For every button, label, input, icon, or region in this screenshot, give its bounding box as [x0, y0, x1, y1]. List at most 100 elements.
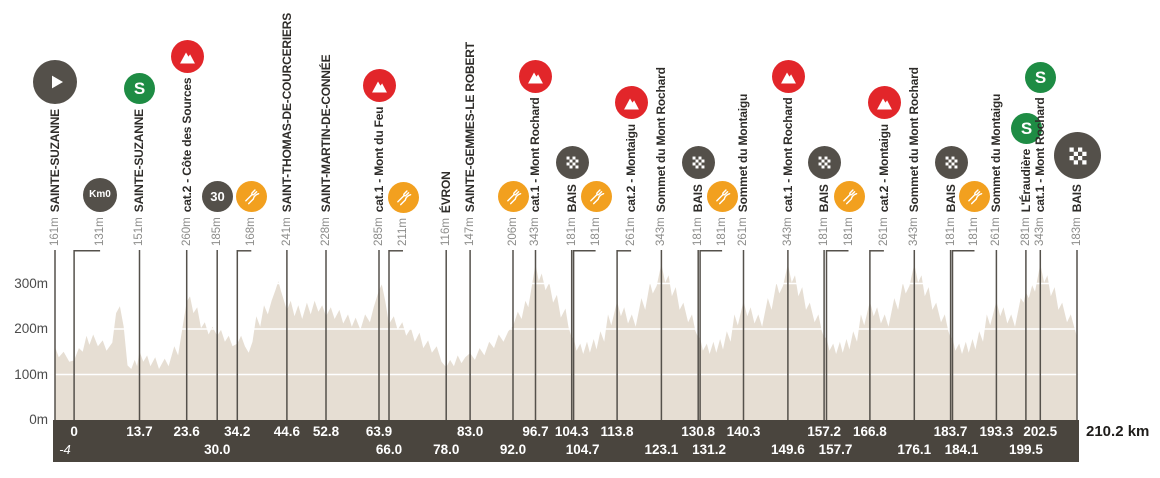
waypoint-column: 181m BAIS	[934, 146, 968, 246]
km-distance-value: 149.6	[770, 442, 805, 457]
km-distance-value: 66.0	[375, 442, 403, 457]
waypoint-elevation: 181m	[818, 217, 831, 246]
icon-text: 30	[209, 189, 225, 205]
waypoint-name: SAINT-MARTIN-DE-CONNÉE	[319, 54, 333, 213]
km-distance-value: 130.8	[681, 424, 716, 439]
waypoint-column: 285m cat.1 - Mont du Feu	[362, 68, 396, 246]
waypoint-elevation: 261m	[877, 217, 890, 246]
waypoint-name: cat.1 - Mont Rochard	[1033, 97, 1048, 213]
elevation-area	[55, 263, 1077, 420]
waypoint-name: Sommet du Montaigu	[736, 93, 751, 213]
waypoint-column: 181m BAIS	[555, 146, 589, 246]
km-distance-value: 202.5	[1023, 424, 1058, 439]
waypoint-column: 147m SAINTE-GEMMES-LE ROBERT	[462, 42, 478, 246]
km-distance-value: 184.1	[944, 442, 979, 457]
waypoint-name: cat.1 - Mont Rochard	[780, 97, 795, 213]
waypoint-name: cat.1 - Mont du Feu	[371, 106, 386, 213]
waypoint-elevation: 181m	[968, 217, 981, 246]
km-distance-value: 140.3	[726, 424, 761, 439]
waypoint-column: 181m	[580, 181, 612, 246]
waypoint-name: SAINTE-GEMMES-LE ROBERT	[463, 42, 478, 213]
checker-icon	[681, 146, 715, 180]
waypoint-elevation: 343m	[655, 217, 668, 246]
km-distance-value: 30.0	[204, 442, 231, 457]
waypoint-elevation: 261m	[990, 217, 1003, 246]
waypoint-elevation: 181m	[692, 217, 705, 246]
waypoint-elevation: 261m	[625, 217, 638, 246]
waypoint-elevation: 285m	[372, 217, 385, 246]
waypoint-elevation: 151m	[133, 217, 146, 246]
y-axis-label: 100m	[14, 366, 48, 382]
waypoint-column: 241m SAINT-THOMAS-DE-COURCERIERS	[279, 13, 295, 246]
waypoint-name: cat.2 - Montaigu	[876, 124, 891, 213]
waypoint-column: 151m SAINTE-SUZANNE S	[123, 73, 155, 246]
waypoint-column: 181m	[706, 181, 738, 246]
icon-text: S	[133, 79, 146, 99]
waypoint-elevation: 181m	[842, 217, 855, 246]
km-distance-value: 96.7	[522, 424, 549, 439]
waypoint-column: 261m Sommet du Montaigu	[735, 94, 751, 246]
waypoint-column: 343m cat.1 - Mont Rochard	[518, 59, 552, 246]
waypoint-name: cat.1 - Mont Rochard	[528, 97, 543, 213]
feed-icon	[958, 181, 990, 213]
sprint-icon: S	[1024, 61, 1056, 93]
waypoint-column: 181m	[958, 181, 990, 246]
km-distance-value: 34.2	[224, 424, 251, 439]
waypoint-name: BAIS	[1070, 184, 1084, 213]
km-distance-value: 104.3	[554, 424, 589, 439]
sprint-icon: S	[123, 73, 155, 105]
km-distance-value: 157.7	[818, 442, 853, 457]
waypoint-elevation: 343m	[529, 217, 542, 246]
waypoint-column: 261m cat.2 - Montaigu	[867, 86, 901, 246]
waypoint-elevation: 183m	[1071, 217, 1083, 246]
waypoint-elevation: 161m	[49, 217, 61, 246]
waypoint-name: Sommet du Mont Rochard	[654, 67, 669, 213]
climb-icon	[867, 86, 901, 120]
waypoint-name: SAINT-THOMAS-DE-COURCERIERS	[279, 12, 294, 213]
km-distance-value: 166.8	[853, 424, 887, 439]
distance-bar: -4 0 13.7 23.6 30.0 34.2 44.6 52.8 63.9 66.0 78.0 8…	[53, 420, 1079, 462]
waypoint-elevation: 168m	[245, 217, 258, 246]
waypoint-column: 343m cat.1 - Mont Rochard S	[1024, 61, 1056, 246]
waypoint-elevation: 261m	[737, 217, 750, 246]
icon-text: Km0	[89, 189, 111, 201]
km-distance-value: 104.7	[565, 442, 600, 457]
waypoint-elevation: 131m	[94, 217, 107, 246]
y-axis-label: 200m	[14, 321, 48, 336]
waypoint-name: L'Éraudière	[1018, 148, 1033, 213]
feed-icon	[580, 181, 612, 213]
waypoint-elevation: 181m	[565, 217, 578, 246]
waypoint-column: 261m Sommet du Montaigu	[988, 94, 1004, 246]
waypoint-column: 116m ÉVRON	[438, 171, 454, 246]
waypoint-name: BAIS	[691, 184, 706, 213]
waypoint-column: 206m	[497, 181, 529, 246]
checker-icon	[934, 146, 968, 180]
waypoint-column: 168m	[235, 181, 267, 246]
waypoint-elevation: 116m	[440, 218, 453, 246]
feed-icon	[706, 181, 738, 213]
waypoint-elevation: 211m	[396, 218, 409, 246]
waypoint-column: 211m	[387, 182, 419, 246]
waypoint-elevation: 181m	[716, 217, 729, 246]
km-distance-value: 0	[70, 424, 78, 439]
climb-icon	[614, 86, 648, 120]
waypoint-column: 185m 30	[201, 181, 233, 246]
km-distance-value: 92.0	[499, 442, 527, 457]
waypoint-name: BAIS	[564, 184, 579, 213]
km-distance-value: -4	[59, 442, 71, 457]
waypoint-elevation: 206m	[507, 217, 520, 246]
waypoint-elevation: 343m	[908, 217, 921, 246]
waypoint-elevation: 181m	[589, 217, 602, 246]
climb-icon	[170, 39, 204, 73]
waypoint-column: 181m BAIS	[807, 146, 841, 246]
bonus30-icon: 30	[201, 181, 233, 213]
waypoint-column: 181m	[833, 181, 864, 246]
km-distance-value: 157.2	[807, 424, 842, 439]
waypoint-name: BAIS	[817, 184, 832, 213]
waypoint-elevation: 185m	[211, 217, 224, 246]
km-distance-value: 193.3	[979, 424, 1014, 439]
feed-icon	[833, 181, 864, 213]
km-distance-value: 123.1	[644, 442, 679, 457]
